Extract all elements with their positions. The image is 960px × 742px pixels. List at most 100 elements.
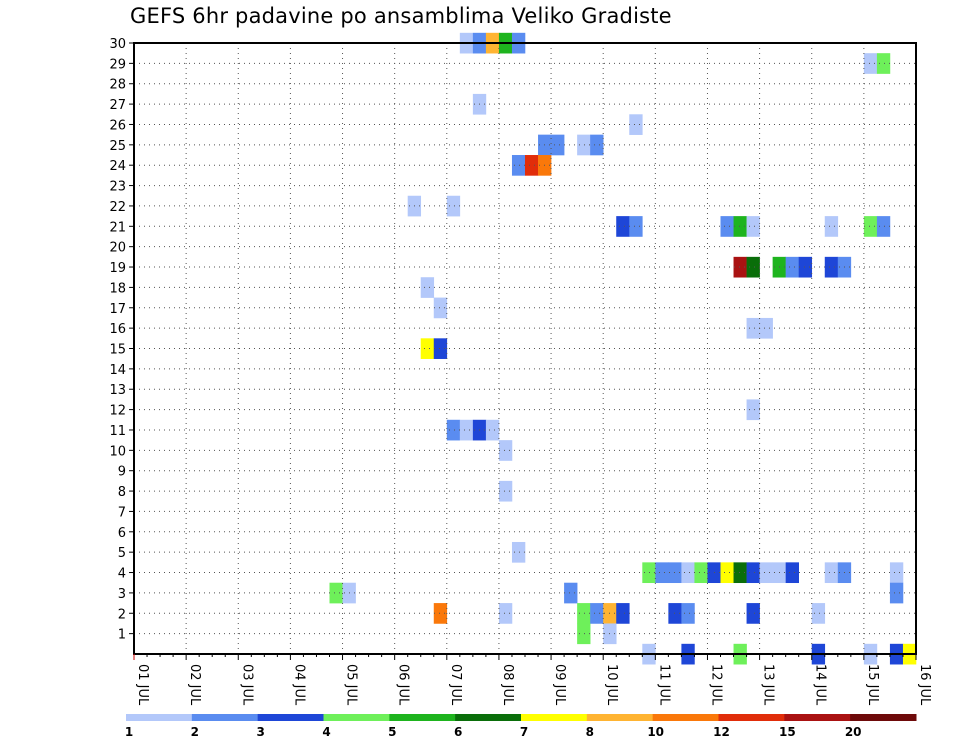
precip-cell: [733, 216, 747, 237]
y-tick-label: 13: [109, 383, 126, 398]
precip-cell: [498, 480, 513, 502]
precip-cell: [498, 440, 513, 461]
legend-swatch: [455, 714, 522, 721]
y-tick-label: 2: [118, 607, 126, 622]
legend-label: 8: [586, 725, 594, 739]
precip-cell: [824, 216, 839, 237]
y-tick-label: 16: [109, 322, 126, 337]
y-tick-label: 11: [109, 424, 126, 439]
legend-swatch: [718, 714, 785, 721]
precip-cell: [629, 114, 643, 135]
precip-cell: [863, 53, 878, 74]
precip-cell: [498, 603, 513, 624]
precip-cell: [511, 155, 526, 176]
legend-label: 1: [125, 725, 133, 739]
precip-cell: [863, 216, 878, 237]
y-tick-label: 30: [109, 37, 126, 52]
y-tick-label: 6: [118, 526, 126, 541]
precip-cell: [876, 216, 891, 237]
precip-cell: [759, 317, 773, 339]
precip-cell: [720, 562, 734, 584]
precip-cell: [642, 562, 656, 584]
precip-cell: [733, 256, 747, 278]
precip-cell: [420, 338, 435, 359]
precip-cell: [446, 419, 461, 441]
precip-cell: [616, 603, 630, 624]
y-tick-label: 19: [109, 261, 126, 276]
legend-swatch: [652, 714, 719, 721]
precip-cell: [746, 562, 760, 584]
precip-cell: [759, 562, 773, 584]
y-tick-label: 8: [118, 485, 126, 500]
precip-cell: [746, 256, 760, 278]
y-tick-label: 18: [109, 281, 126, 296]
precip-cell: [876, 53, 891, 74]
y-tick-label: 21: [109, 220, 126, 235]
y-tick-label: 10: [109, 444, 126, 459]
x-tick-label: 13 JUL: [761, 664, 776, 706]
precip-cell: [525, 155, 539, 176]
y-tick-label: 24: [109, 159, 126, 174]
x-tick-label: 01 JUL: [135, 664, 150, 706]
x-tick-label: 05 JUL: [344, 664, 359, 706]
y-tick-label: 28: [109, 78, 126, 93]
y-tick-label: 5: [118, 546, 126, 561]
precip-cell: [798, 256, 813, 278]
x-tick-label: 06 JUL: [396, 664, 411, 706]
precip-cell: [655, 562, 669, 584]
y-tick-label: 20: [109, 241, 126, 256]
grid-layer: [134, 43, 916, 654]
x-tick-label: 02 JUL: [187, 664, 202, 706]
precip-cell: [551, 134, 565, 156]
precip-cell: [433, 603, 448, 624]
precip-cell: [746, 603, 760, 624]
legend-swatch: [323, 714, 390, 721]
x-tick-label: 14 JUL: [813, 664, 828, 706]
precip-cell: [668, 562, 682, 584]
precip-cell: [446, 195, 461, 217]
precip-cell: [785, 256, 799, 278]
x-tick-label: 04 JUL: [291, 664, 306, 706]
y-tick-label: 27: [109, 98, 126, 113]
precip-cell: [433, 338, 448, 359]
legend-label: 12: [713, 725, 730, 739]
legend-label: 15: [779, 725, 796, 739]
precip-cell: [746, 399, 760, 421]
legend-label: 5: [388, 725, 396, 739]
y-tick-label: 7: [118, 505, 126, 520]
x-tick-label: 03 JUL: [239, 664, 254, 706]
precip-cell: [629, 216, 643, 237]
legend-swatch: [850, 714, 917, 721]
y-tick-label: 22: [109, 200, 126, 215]
legend-swatch: [389, 714, 456, 721]
y-tick-label: 9: [118, 465, 126, 480]
legend-swatch: [521, 714, 588, 721]
legend-swatch: [784, 714, 851, 721]
precip-cell: [681, 562, 695, 584]
precip-cell: [746, 216, 760, 237]
precip-cell: [616, 216, 630, 237]
legend-label: 10: [647, 725, 664, 739]
cells-layer: [329, 32, 917, 665]
precip-cell: [668, 603, 682, 624]
precip-cell: [889, 582, 904, 604]
x-tick-label: 10 JUL: [604, 664, 619, 706]
x-tick-label: 16 JUL: [917, 664, 932, 706]
y-tick-label: 12: [109, 404, 126, 419]
x-tick-label: 07 JUL: [448, 664, 463, 706]
legend-label: 7: [520, 725, 528, 739]
x-axis: 01 JUL 02 JUL 03 JUL 04 JUL 05 JUL 06 JUL 07 J…: [133, 654, 932, 706]
legend-swatch: [126, 714, 193, 721]
legend-swatch: [257, 714, 324, 721]
precip-cell: [785, 562, 799, 584]
precip-cell: [485, 419, 500, 441]
precip-cell: [590, 134, 604, 156]
precip-cell: [694, 562, 708, 584]
y-tick-label: 17: [109, 302, 126, 317]
precip-cell: [577, 134, 591, 156]
legend-label: 4: [322, 725, 330, 739]
precip-cell: [564, 582, 578, 604]
precip-cell: [577, 603, 591, 624]
y-axis: 1234567891011121314151617181920212223242…: [109, 37, 134, 643]
